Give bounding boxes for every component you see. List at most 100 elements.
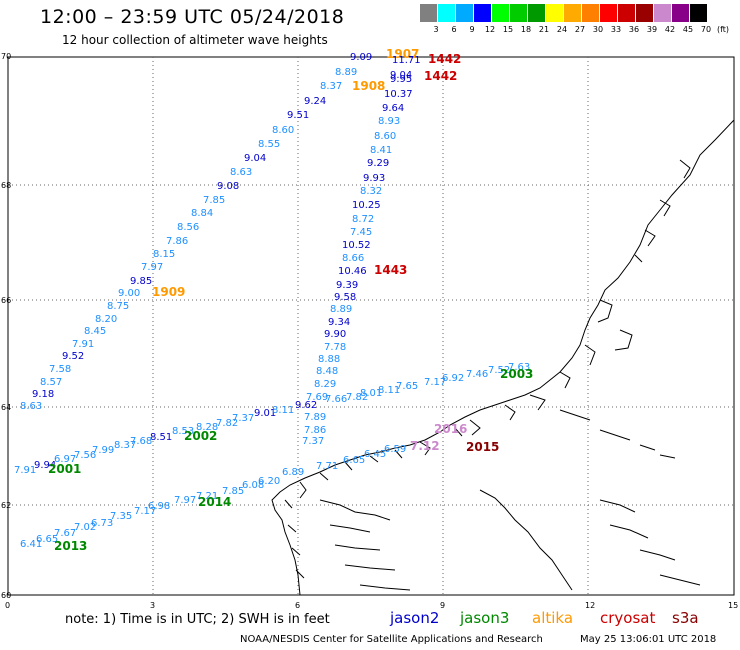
pass-time-label: 2014 bbox=[198, 495, 231, 509]
wave-height-label: 7.45 bbox=[350, 227, 372, 238]
wave-height-label: 8.63 bbox=[230, 167, 252, 178]
legend-label: 21 bbox=[538, 25, 550, 34]
wave-height-label: 8.56 bbox=[177, 222, 199, 233]
x-tick-label: 12 bbox=[585, 601, 595, 610]
wave-height-label: 7.17 bbox=[424, 377, 446, 388]
legend-swatch bbox=[528, 4, 545, 22]
pass-time-label: 1443 bbox=[374, 263, 407, 277]
wave-height-label: 9.04 bbox=[390, 70, 412, 81]
wave-height-label: 6.08 bbox=[242, 480, 264, 491]
wave-height-label: 8.75 bbox=[107, 301, 129, 312]
wave-height-label: 6.73 bbox=[91, 518, 113, 529]
wave-height-label: 9.51 bbox=[287, 110, 309, 121]
wave-height-label: 6.20 bbox=[258, 476, 280, 487]
legend-swatch bbox=[600, 4, 617, 22]
legend-label: 27 bbox=[574, 25, 586, 34]
wave-height-label: 7.71 bbox=[316, 461, 338, 472]
wave-height-label: 7.46 bbox=[466, 369, 488, 380]
wave-height-label: 6.45 bbox=[364, 449, 386, 460]
legend-swatch bbox=[438, 4, 455, 22]
wave-height-label: 7.02 bbox=[74, 522, 96, 533]
satellite-name: altika bbox=[532, 609, 574, 627]
wave-height-label: 8.89 bbox=[330, 304, 352, 315]
wave-height-label: 8.53 bbox=[172, 426, 194, 437]
legend-swatch bbox=[690, 4, 707, 22]
wave-height-label: 7.69 bbox=[306, 392, 328, 403]
wave-height-label: 7.89 bbox=[304, 412, 326, 423]
pass-time-label: 2015 bbox=[466, 440, 499, 454]
wave-height-label: 7.66 bbox=[325, 394, 347, 405]
pass-time-label: 2013 bbox=[54, 539, 87, 553]
wave-height-label: 8.89 bbox=[335, 67, 357, 78]
wave-height-label: 8.60 bbox=[374, 131, 396, 142]
wave-height-label: 9.58 bbox=[334, 292, 356, 303]
wave-height-label: 7.85 bbox=[203, 195, 225, 206]
legend-label: 70 bbox=[700, 25, 712, 34]
legend-swatch bbox=[636, 4, 653, 22]
wave-height-label: 6.98 bbox=[148, 501, 170, 512]
legend-swatch bbox=[654, 4, 671, 22]
credit-timestamp: May 25 13:06:01 UTC 2018 bbox=[580, 634, 717, 645]
wave-height-label: 8.88 bbox=[318, 354, 340, 365]
legend-swatch bbox=[564, 4, 581, 22]
color-scale-legend: 3 6 9 12 15 18 21 24 27 30 33 36 39 42 45 70 (ft) bbox=[420, 4, 732, 38]
legend-swatch bbox=[456, 4, 473, 22]
pass-time-label: 7.12 bbox=[410, 439, 440, 453]
wave-height-label: 7.37 bbox=[232, 413, 254, 424]
wave-height-label: 9.95 bbox=[390, 74, 412, 85]
legend-label: 6 bbox=[451, 25, 457, 34]
wave-height-label: 9.09 bbox=[350, 52, 372, 63]
wave-height-label: 7.99 bbox=[92, 445, 114, 456]
wave-height-label: 6.59 bbox=[384, 444, 406, 455]
wave-height-label: 7.86 bbox=[304, 425, 326, 436]
wave-height-label: 7.97 bbox=[174, 495, 196, 506]
legend-label: 45 bbox=[682, 25, 694, 34]
legend-swatch bbox=[582, 4, 599, 22]
wave-height-label: 9.52 bbox=[62, 351, 84, 362]
satellite-name: cryosat bbox=[600, 609, 656, 627]
pass-time-label: 2016 bbox=[434, 422, 467, 436]
wave-height-label: 8.32 bbox=[360, 186, 382, 197]
wave-height-label: 7.52 bbox=[488, 365, 510, 376]
x-tick-label: 0 bbox=[5, 601, 10, 610]
satellite-name: s3a bbox=[672, 609, 699, 627]
x-tick-label: 3 bbox=[150, 601, 155, 610]
legend-label: 42 bbox=[664, 25, 676, 34]
wave-height-label: 8.37 bbox=[114, 440, 136, 451]
wave-height-label: 9.64 bbox=[382, 103, 404, 114]
wave-height-label: 8.57 bbox=[40, 377, 62, 388]
wave-height-label: 6.65 bbox=[36, 534, 58, 545]
wave-height-label: 7.82 bbox=[346, 392, 368, 403]
legend-swatch bbox=[510, 4, 527, 22]
legend-label: 33 bbox=[610, 25, 622, 34]
y-tick-label: 60 bbox=[1, 591, 11, 600]
wave-height-label: 8.20 bbox=[95, 314, 117, 325]
wave-height-label: 9.00 bbox=[118, 288, 140, 299]
wave-height-label: 7.82 bbox=[216, 418, 238, 429]
wave-height-label: 8.11 bbox=[272, 405, 294, 416]
wave-height-label: 6.92 bbox=[442, 373, 464, 384]
legend-label: 36 bbox=[628, 25, 640, 34]
legend-label: 24 bbox=[556, 25, 568, 34]
wave-height-label: 9.29 bbox=[367, 158, 389, 169]
y-tick-label: 64 bbox=[1, 403, 11, 412]
x-tick-label: 6 bbox=[295, 601, 300, 610]
wave-height-label: 8.37 bbox=[320, 81, 342, 92]
wave-height-label: 6.65 bbox=[343, 455, 365, 466]
wave-height-label: 9.39 bbox=[336, 280, 358, 291]
wave-height-label: 8.15 bbox=[153, 249, 175, 260]
graticule bbox=[8, 57, 734, 595]
wave-height-label: 8.55 bbox=[258, 139, 280, 150]
wave-height-label: 8.51 bbox=[150, 432, 172, 443]
pass-time-label: 1442 bbox=[428, 52, 461, 66]
wave-height-label: 8.11 bbox=[378, 385, 400, 396]
pass-time-label: 1908 bbox=[352, 79, 385, 93]
wave-height-label: 9.04 bbox=[244, 153, 266, 164]
wave-height-label: 7.37 bbox=[302, 436, 324, 447]
wave-height-label: 7.35 bbox=[110, 511, 132, 522]
wave-height-label: 8.63 bbox=[20, 401, 42, 412]
wave-height-label: 7.91 bbox=[72, 339, 94, 350]
wave-height-label: 11.71 bbox=[392, 55, 421, 66]
wave-height-label: 9.94 bbox=[34, 460, 56, 471]
wave-height-label: 7.91 bbox=[14, 465, 36, 476]
